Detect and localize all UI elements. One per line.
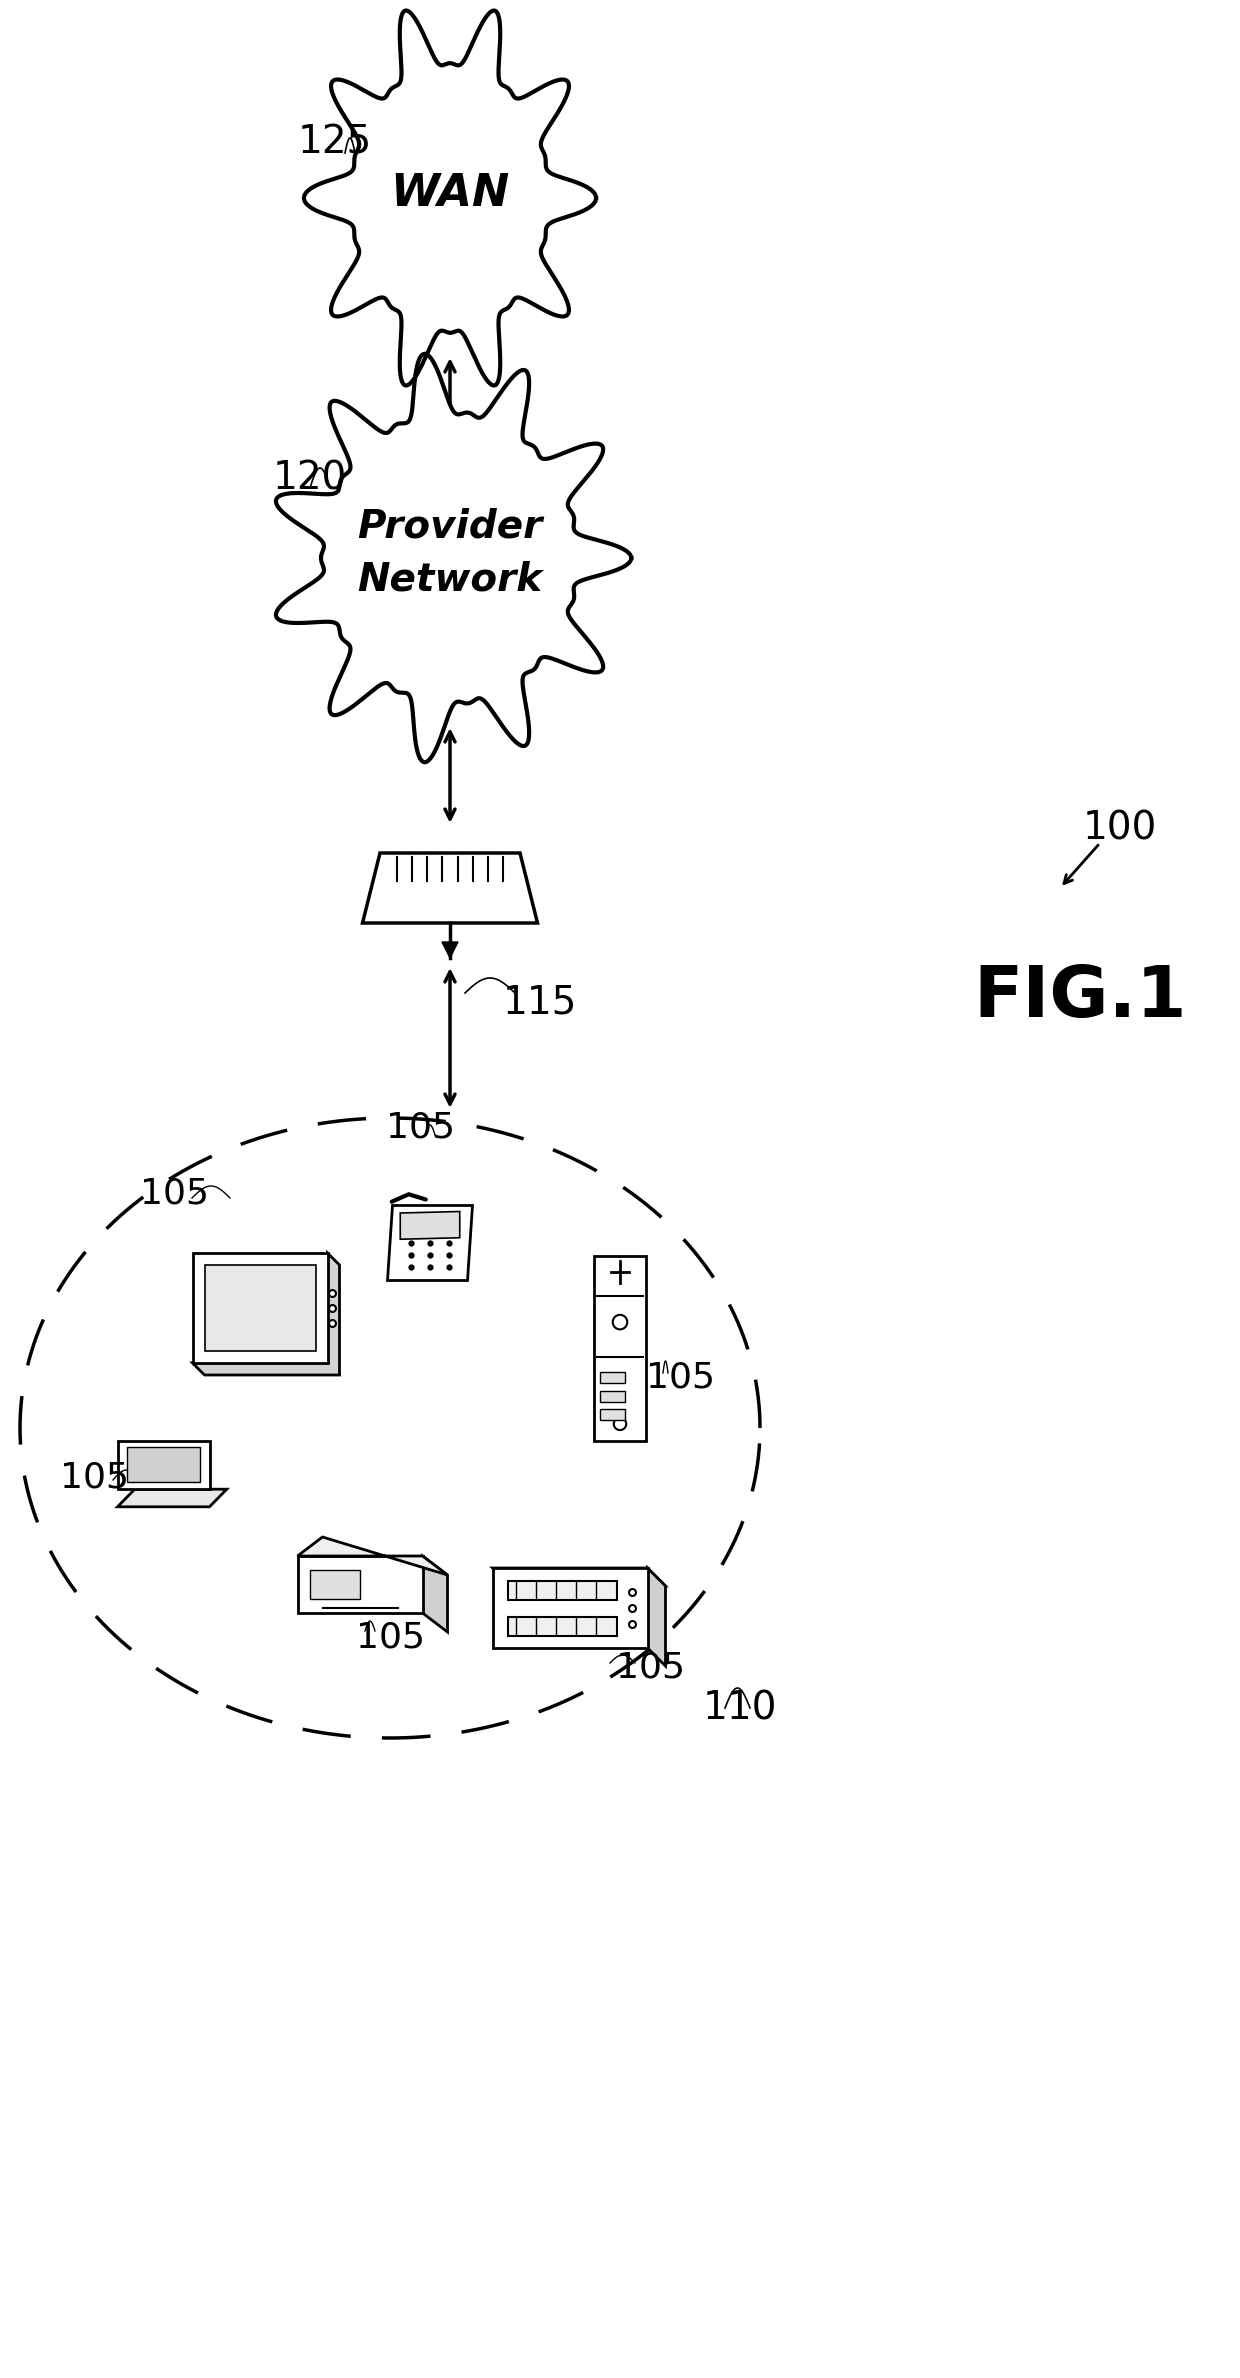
Polygon shape: [118, 1441, 210, 1489]
Circle shape: [613, 1315, 627, 1329]
Polygon shape: [387, 1206, 472, 1279]
Text: 105: 105: [615, 1650, 684, 1686]
Text: 105: 105: [356, 1622, 424, 1655]
Text: 105: 105: [646, 1360, 714, 1396]
Polygon shape: [310, 1569, 360, 1598]
Polygon shape: [401, 1210, 460, 1239]
Polygon shape: [600, 1410, 625, 1420]
Text: 110: 110: [703, 1688, 777, 1726]
Polygon shape: [647, 1567, 666, 1667]
Polygon shape: [304, 10, 596, 385]
Text: 105: 105: [61, 1460, 129, 1496]
Polygon shape: [205, 1265, 315, 1351]
Polygon shape: [600, 1372, 625, 1384]
Polygon shape: [298, 1536, 448, 1574]
Polygon shape: [508, 1617, 616, 1636]
Polygon shape: [192, 1253, 340, 1374]
Circle shape: [614, 1417, 626, 1429]
Polygon shape: [298, 1555, 423, 1612]
Polygon shape: [492, 1567, 647, 1648]
Text: 125: 125: [298, 124, 372, 162]
Text: WAN: WAN: [391, 171, 510, 214]
Text: 105: 105: [140, 1177, 210, 1210]
Polygon shape: [277, 354, 631, 763]
Polygon shape: [492, 1567, 666, 1586]
Polygon shape: [600, 1391, 625, 1401]
Text: 115: 115: [502, 984, 577, 1023]
Polygon shape: [594, 1256, 646, 1441]
Text: 100: 100: [1083, 809, 1157, 847]
Polygon shape: [423, 1555, 448, 1631]
Polygon shape: [126, 1446, 201, 1481]
Polygon shape: [508, 1581, 616, 1600]
Text: 120: 120: [273, 459, 347, 497]
Polygon shape: [192, 1253, 327, 1363]
Polygon shape: [118, 1489, 227, 1508]
Polygon shape: [362, 854, 537, 923]
Polygon shape: [441, 942, 458, 958]
Text: 105: 105: [386, 1111, 455, 1144]
Text: Provider
Network: Provider Network: [357, 507, 543, 599]
Text: FIG.1: FIG.1: [973, 963, 1187, 1032]
